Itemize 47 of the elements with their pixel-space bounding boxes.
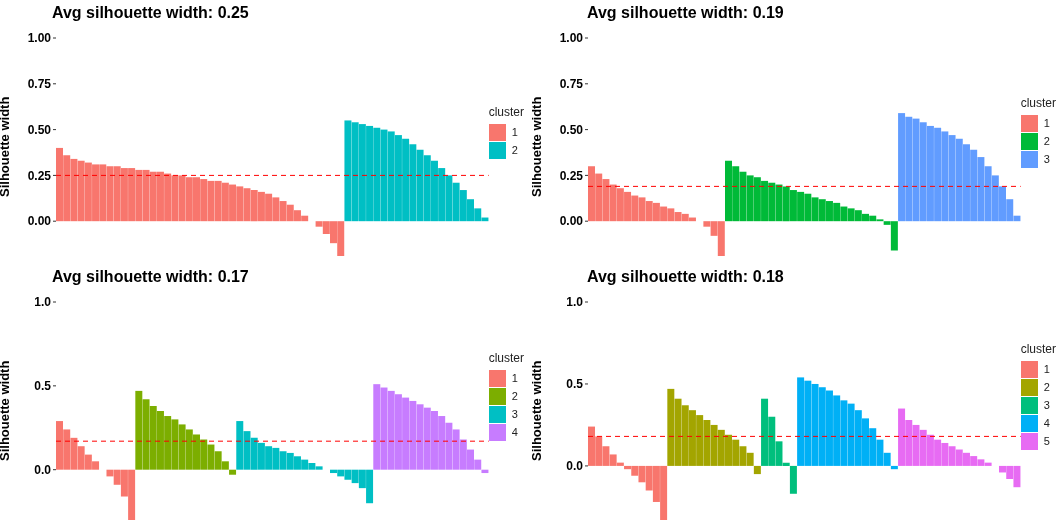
legend-label: 5 [1043, 435, 1050, 447]
y-tick-label: 0.5 [34, 379, 52, 394]
y-tick-label: 0.5 [566, 377, 584, 392]
legend-label: 3 [1043, 153, 1050, 165]
y-tick-label: 0.00 [27, 214, 52, 229]
bar [753, 465, 761, 475]
legend-label: 1 [1043, 363, 1050, 375]
legend-title: cluster [488, 351, 524, 365]
bar [481, 469, 489, 474]
chart-title: Avg silhouette width: 0.17 [52, 268, 249, 286]
y-tick-label: 1.0 [34, 295, 52, 310]
legend-label: 4 [511, 426, 518, 438]
y-tick-label: 0.50 [27, 122, 52, 137]
chart-title: Avg silhouette width: 0.18 [587, 268, 784, 286]
legend-title: cluster [1020, 342, 1056, 356]
y-tick-label: 0.0 [566, 459, 584, 474]
legend-label: 1 [511, 372, 518, 384]
chart-title: Avg silhouette width: 0.25 [52, 4, 249, 22]
y-tick-label: 0.0 [34, 462, 52, 477]
chart-title: Avg silhouette width: 0.19 [587, 4, 784, 22]
legend-label: 3 [511, 408, 518, 420]
legend-label: 4 [1043, 417, 1050, 429]
y-axis-title: Silhouette width [0, 360, 12, 461]
y-axis-title: Silhouette width [528, 360, 544, 461]
bar [789, 465, 797, 494]
legend-label: 2 [1043, 135, 1050, 147]
y-axis-title: Silhouette width [528, 96, 544, 197]
y-tick-label: 1.00 [559, 31, 584, 46]
y-tick-label: 1.0 [566, 295, 584, 310]
legend-label: 2 [1043, 381, 1050, 393]
legend-title: cluster [1020, 96, 1056, 110]
legend-label: 1 [1043, 117, 1050, 129]
y-tick-label: 1.00 [27, 31, 52, 46]
legend-label: 2 [511, 390, 518, 402]
y-tick-label: 0.00 [559, 214, 584, 229]
y-axis-title: Silhouette width [0, 96, 12, 197]
y-tick-label: 0.50 [559, 122, 584, 137]
y-tick-label: 0.25 [559, 168, 584, 183]
y-tick-label: 0.75 [559, 77, 584, 92]
bar [229, 469, 237, 475]
legend-title: cluster [488, 105, 524, 119]
y-tick-label: 0.75 [27, 77, 52, 92]
legend-label: 1 [511, 126, 518, 138]
y-tick-label: 0.25 [27, 168, 52, 183]
bar [890, 465, 898, 470]
legend-label: 3 [1043, 399, 1050, 411]
legend-label: 2 [511, 144, 518, 156]
